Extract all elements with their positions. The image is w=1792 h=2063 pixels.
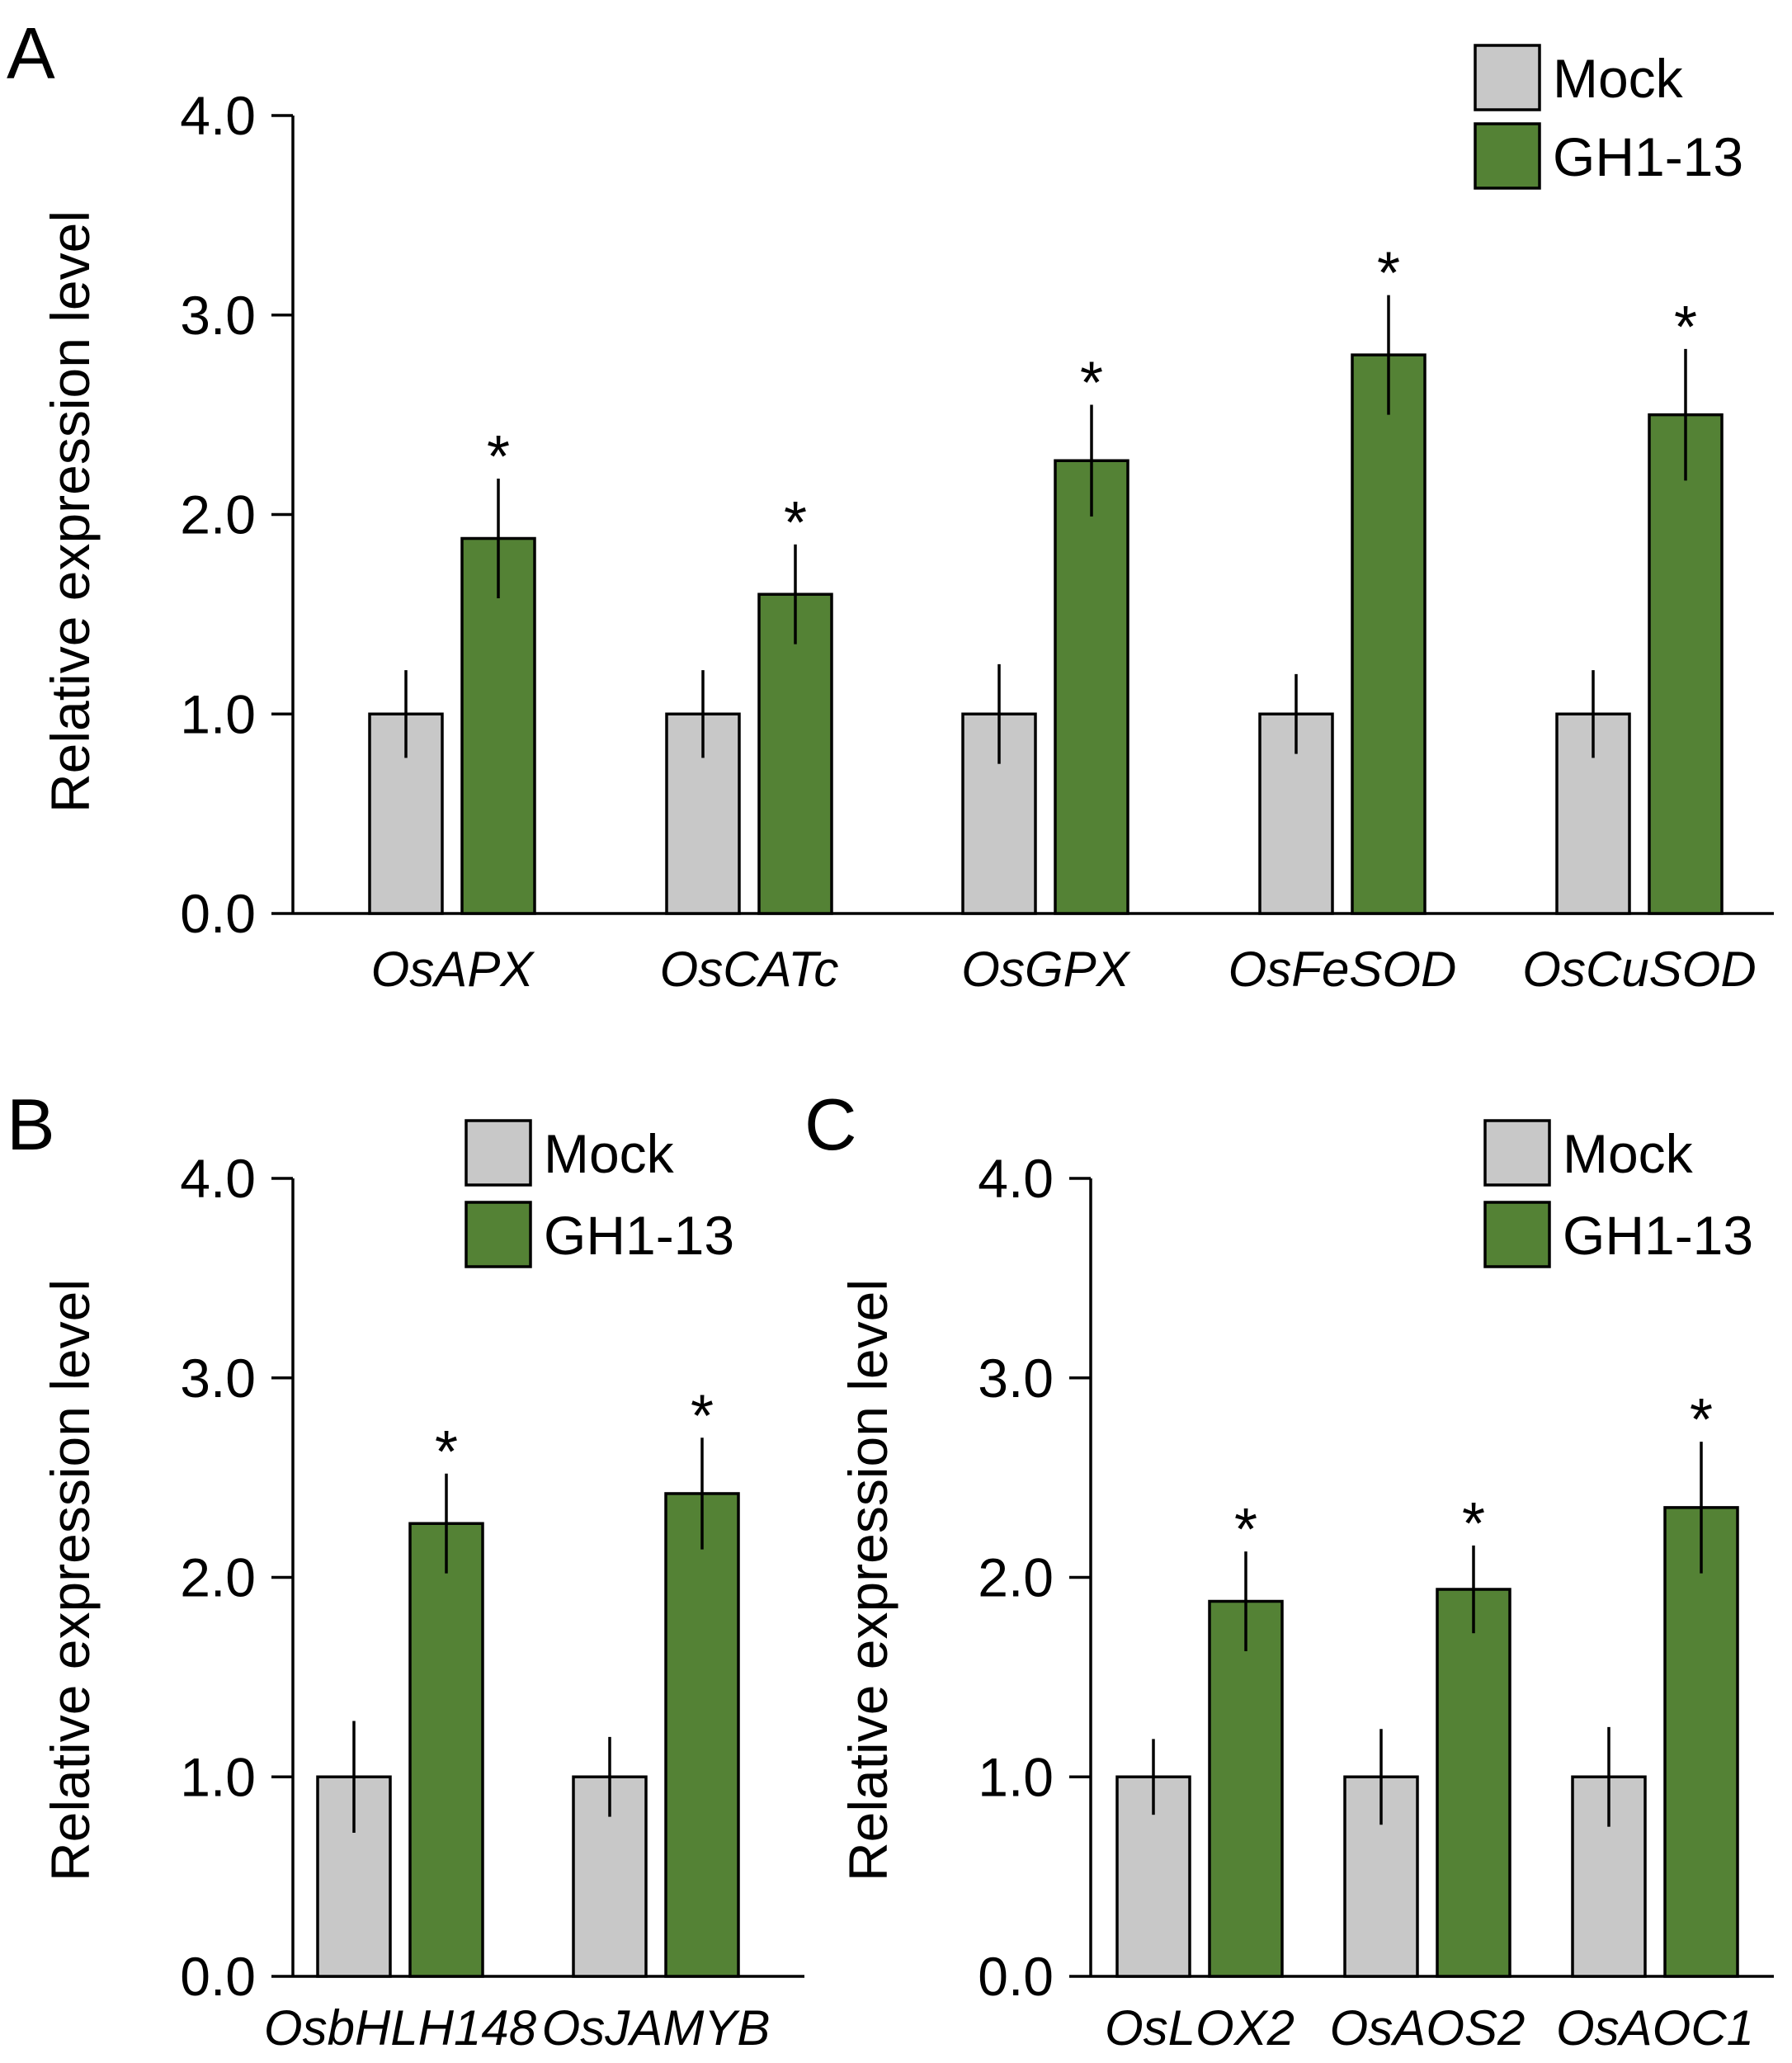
x-tick-label: OsCATc <box>660 942 839 997</box>
x-tick-label: OsJAMYB <box>542 2000 771 2056</box>
y-tick-label: 4.0 <box>180 85 256 146</box>
y-tick-label: 1.0 <box>180 683 256 744</box>
x-tick-label: OsbHLH148 <box>264 2000 537 2056</box>
legend-swatch-treated <box>1474 122 1541 190</box>
bar-treated <box>1054 459 1129 915</box>
y-tick-label: 3.0 <box>180 285 256 346</box>
y-tick-label: 4.0 <box>180 1148 256 1209</box>
panel-label: C <box>804 1083 857 1165</box>
y-axis-label: Relative expression level <box>837 1279 898 1881</box>
bar-treated <box>408 1522 484 1978</box>
bar-treated <box>1663 1506 1739 1978</box>
legend: Mock GH1-13 <box>1483 1119 1753 1268</box>
legend-label-treated: GH1-13 <box>544 1205 734 1266</box>
legend: Mock GH1-13 <box>1474 44 1743 190</box>
x-tick-label: OsAOC1 <box>1556 2000 1754 2056</box>
bar-treated <box>1648 413 1724 915</box>
legend-swatch-mock <box>465 1119 532 1187</box>
y-tick-label: 3.0 <box>180 1348 256 1409</box>
panel-b: B Relative expression level 0.0 1.0 2.0 3.0 4.… <box>7 1083 804 2056</box>
x-tick-label: OsLOX2 <box>1105 2000 1294 2056</box>
legend-swatch-treated <box>1483 1201 1551 1268</box>
y-tick-label: 1.0 <box>978 1746 1054 1807</box>
significance-asterisk: * <box>1377 241 1400 307</box>
significance-asterisk: * <box>487 424 510 490</box>
legend-label-mock: Mock <box>544 1123 675 1184</box>
y-tick-label: 3.0 <box>978 1348 1054 1409</box>
bar-treated <box>664 1492 740 1978</box>
y-tick-label: 0.0 <box>978 1946 1054 2007</box>
y-tick-label: 2.0 <box>180 1547 256 1608</box>
panel-label: A <box>7 12 55 94</box>
x-tick-label: OsAPX <box>371 942 535 997</box>
x-tick-label: OsGPX <box>961 942 1130 997</box>
y-tick-label: 4.0 <box>978 1148 1054 1209</box>
y-axis-label: Relative expression level <box>40 210 101 813</box>
x-tick-label: OsFeSOD <box>1228 942 1457 997</box>
panel-c: C Relative expression level 0.0 1.0 2.0 3.0 4.… <box>804 1083 1774 2056</box>
y-tick-label: 0.0 <box>180 1946 256 2007</box>
y-tick-label: 2.0 <box>978 1547 1054 1608</box>
significance-asterisk: * <box>1690 1387 1713 1453</box>
significance-asterisk: * <box>435 1419 458 1485</box>
bar-treated <box>1351 353 1427 915</box>
significance-asterisk: * <box>784 490 807 556</box>
legend-swatch-mock <box>1474 44 1541 111</box>
bar-treated <box>757 592 833 915</box>
bar-treated <box>1436 1588 1511 1978</box>
significance-asterisk: * <box>1674 295 1697 361</box>
y-tick-label: 1.0 <box>180 1746 256 1807</box>
panel-label: B <box>7 1083 55 1165</box>
legend-swatch-treated <box>465 1201 532 1268</box>
legend-label-mock: Mock <box>1563 1123 1694 1184</box>
significance-asterisk: * <box>1462 1491 1485 1557</box>
significance-asterisk: * <box>1080 351 1103 417</box>
bar-treated <box>1208 1599 1284 1978</box>
legend-swatch-mock <box>1483 1119 1551 1187</box>
significance-asterisk: * <box>691 1383 714 1449</box>
x-tick-label: OsCuSOD <box>1522 942 1756 997</box>
x-tick-label: OsAOS2 <box>1330 2000 1526 2056</box>
legend: Mock GH1-13 <box>465 1119 734 1268</box>
significance-asterisk: * <box>1234 1497 1257 1563</box>
legend-label-mock: Mock <box>1553 48 1684 109</box>
y-tick-label: 2.0 <box>180 484 256 545</box>
y-axis-label: Relative expression level <box>40 1279 101 1881</box>
legend-label-treated: GH1-13 <box>1553 126 1743 187</box>
y-tick-label: 0.0 <box>180 883 256 944</box>
panel-a: A Relative expression level 0.0 1.0 2.0 3.0 4.… <box>7 12 1774 997</box>
legend-label-treated: GH1-13 <box>1563 1205 1753 1266</box>
